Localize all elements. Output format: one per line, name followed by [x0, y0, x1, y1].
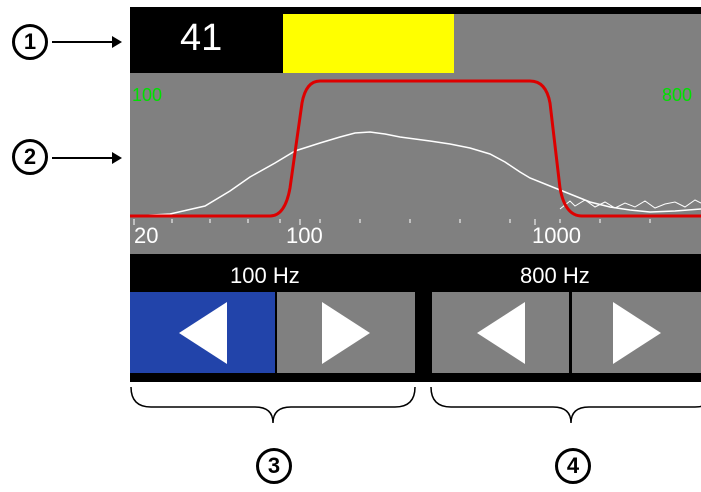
filter-curve — [130, 79, 701, 218]
level-meter-fill — [283, 14, 455, 76]
high-cut-marker-value: 800 — [662, 85, 693, 105]
tick-label-1000: 1000 — [532, 223, 581, 248]
spectrum-display: 100 800 20 100 1000 — [130, 73, 701, 254]
callout-2-arrow — [52, 152, 122, 164]
high-cut-decrease-button[interactable] — [432, 292, 569, 373]
level-value: 41 — [180, 17, 223, 59]
right-triangle-icon — [322, 301, 370, 364]
brace-low — [130, 386, 416, 424]
low-cut-marker-value: 100 — [132, 85, 163, 105]
low-cut-frequency: 100 Hz — [230, 263, 300, 288]
right-triangle-icon — [612, 301, 661, 364]
low-cut-decrease-button[interactable] — [130, 292, 275, 373]
level-meter — [283, 14, 701, 76]
spectrum-trace — [134, 131, 701, 217]
high-cut-frequency: 800 Hz — [520, 263, 590, 288]
callout-1-arrow — [52, 36, 122, 48]
tick-label-100: 100 — [286, 223, 323, 248]
callout-1-label: 1 — [23, 29, 37, 54]
high-cut-increase-button[interactable] — [572, 292, 701, 373]
frequency-ticks — [133, 219, 651, 225]
callout-2-label: 2 — [23, 144, 37, 169]
callout-3-label: 3 — [267, 453, 281, 478]
callout-4-label: 4 — [566, 453, 580, 478]
noise-floor — [559, 199, 701, 210]
tick-label-20: 20 — [134, 223, 159, 248]
low-cut-increase-button[interactable] — [277, 292, 415, 373]
left-triangle-icon — [178, 301, 227, 364]
callout-2: 2 — [12, 139, 48, 175]
callout-1: 1 — [12, 24, 48, 60]
device-screen: 41 — [130, 7, 701, 382]
left-triangle-icon — [476, 301, 525, 364]
brace-high — [430, 386, 701, 424]
spectrum-graph — [130, 79, 701, 225]
callout-3: 3 — [256, 448, 292, 484]
callout-4: 4 — [555, 448, 591, 484]
